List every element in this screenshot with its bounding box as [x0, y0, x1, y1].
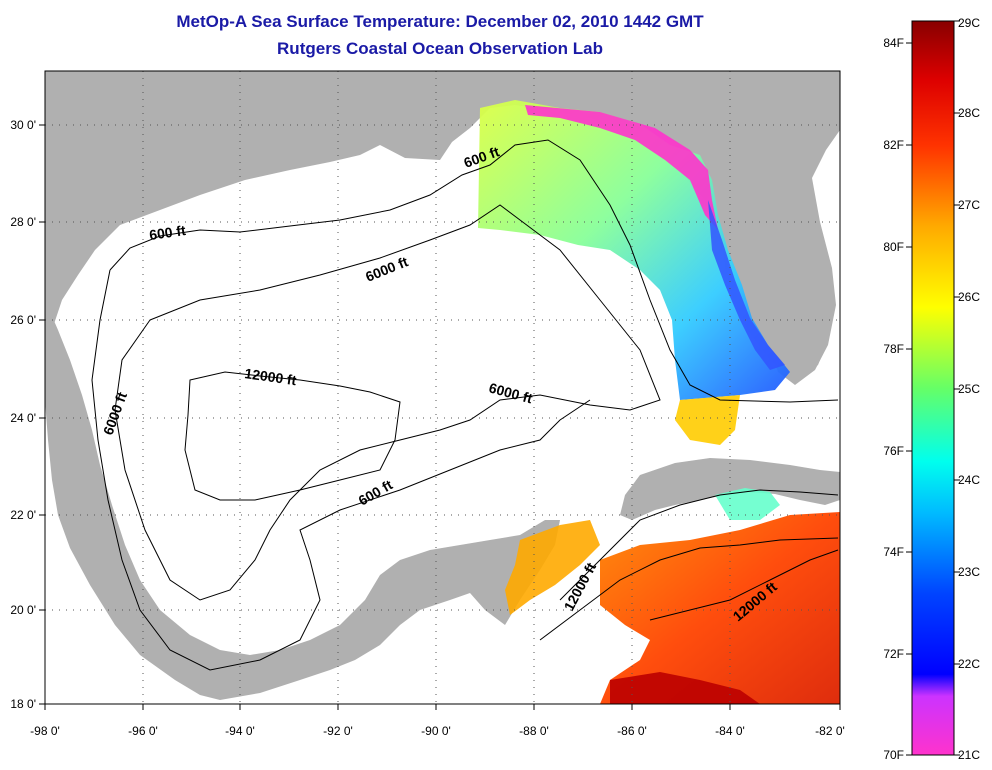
- lon-tick-label: -82 0': [815, 724, 845, 738]
- colorbar-c-label: 24C: [958, 473, 980, 487]
- colorbar-gradient: [911, 20, 955, 756]
- contour-600ft-north: [109, 139, 839, 403]
- lat-tick-label: 20 0': [10, 603, 36, 617]
- colorbar-c-label: 29C: [958, 16, 980, 30]
- chart-subtitle: Rutgers Coastal Ocean Observation Lab: [277, 39, 603, 58]
- lat-tick-label: 18 0': [10, 697, 36, 711]
- lon-tick-label: -84 0': [715, 724, 745, 738]
- contour-label: 12000 ft: [244, 365, 298, 388]
- colorbar-f-label: 76F: [883, 444, 904, 458]
- colorbar-c-label: 25C: [958, 382, 980, 396]
- contour-600ft-mexico: [91, 269, 591, 671]
- lon-tick-label: -88 0': [519, 724, 549, 738]
- colorbar-f-label: 84F: [883, 36, 904, 50]
- land-us-gulf-coast: [45, 71, 840, 400]
- tick-marks: [39, 124, 841, 710]
- longitude-labels: -98 0' -96 0' -94 0' -92 0' -90 0' -88 0…: [30, 724, 845, 738]
- colorbar-c-label: 23C: [958, 565, 980, 579]
- contour-label: 600 ft: [148, 222, 187, 243]
- colorbar-c-label: 28C: [958, 106, 980, 120]
- colorbar-f-label: 70F: [883, 748, 904, 762]
- colorbar-f-label: 72F: [883, 647, 904, 661]
- lon-tick-label: -94 0': [225, 724, 255, 738]
- lon-tick-label: -98 0': [30, 724, 60, 738]
- lat-tick-label: 28 0': [10, 215, 36, 229]
- latitude-labels: 30 0' 28 0' 26 0' 24 0' 22 0' 20 0' 18 0…: [10, 118, 36, 711]
- colorbar-f-label: 78F: [883, 342, 904, 356]
- land-mexico-yucatan: [45, 300, 560, 700]
- colorbar-c-label: 26C: [958, 290, 980, 304]
- contour-12000ft: [184, 371, 401, 501]
- colorbar-f-label: 80F: [883, 240, 904, 254]
- colorbar-f-label: 82F: [883, 138, 904, 152]
- land-florida: [700, 80, 840, 385]
- contour-caribbean-b: [539, 537, 839, 641]
- colorbar-c-label: 21C: [958, 748, 980, 762]
- lon-tick-label: -96 0': [128, 724, 158, 738]
- contour-caribbean-a: [559, 489, 839, 601]
- lat-tick-label: 22 0': [10, 508, 36, 522]
- lon-tick-label: -90 0': [421, 724, 451, 738]
- contour-caribbean-c: [649, 549, 839, 621]
- bathymetry-contours: [91, 139, 839, 671]
- colorbar: 84F 82F 80F 78F 76F 74F 72F 70F 29C 28C …: [883, 16, 980, 762]
- plot-frame: [44, 70, 841, 705]
- lon-tick-label: -92 0': [323, 724, 353, 738]
- colorbar-ticks: [906, 20, 960, 756]
- graticule: [45, 71, 840, 704]
- lat-tick-label: 30 0': [10, 118, 36, 132]
- lon-tick-label: -86 0': [617, 724, 647, 738]
- lat-tick-label: 24 0': [10, 411, 36, 425]
- lat-tick-label: 26 0': [10, 313, 36, 327]
- colorbar-c-label: 22C: [958, 657, 980, 671]
- chart-title: MetOp-A Sea Surface Temperature: Decembe…: [176, 12, 704, 31]
- colorbar-f-label: 74F: [883, 545, 904, 559]
- contour-6000ft-central: [114, 204, 661, 601]
- colorbar-c-label: 27C: [958, 198, 980, 212]
- land-cuba: [620, 458, 840, 520]
- sst-swath-east-gulf: [478, 100, 790, 445]
